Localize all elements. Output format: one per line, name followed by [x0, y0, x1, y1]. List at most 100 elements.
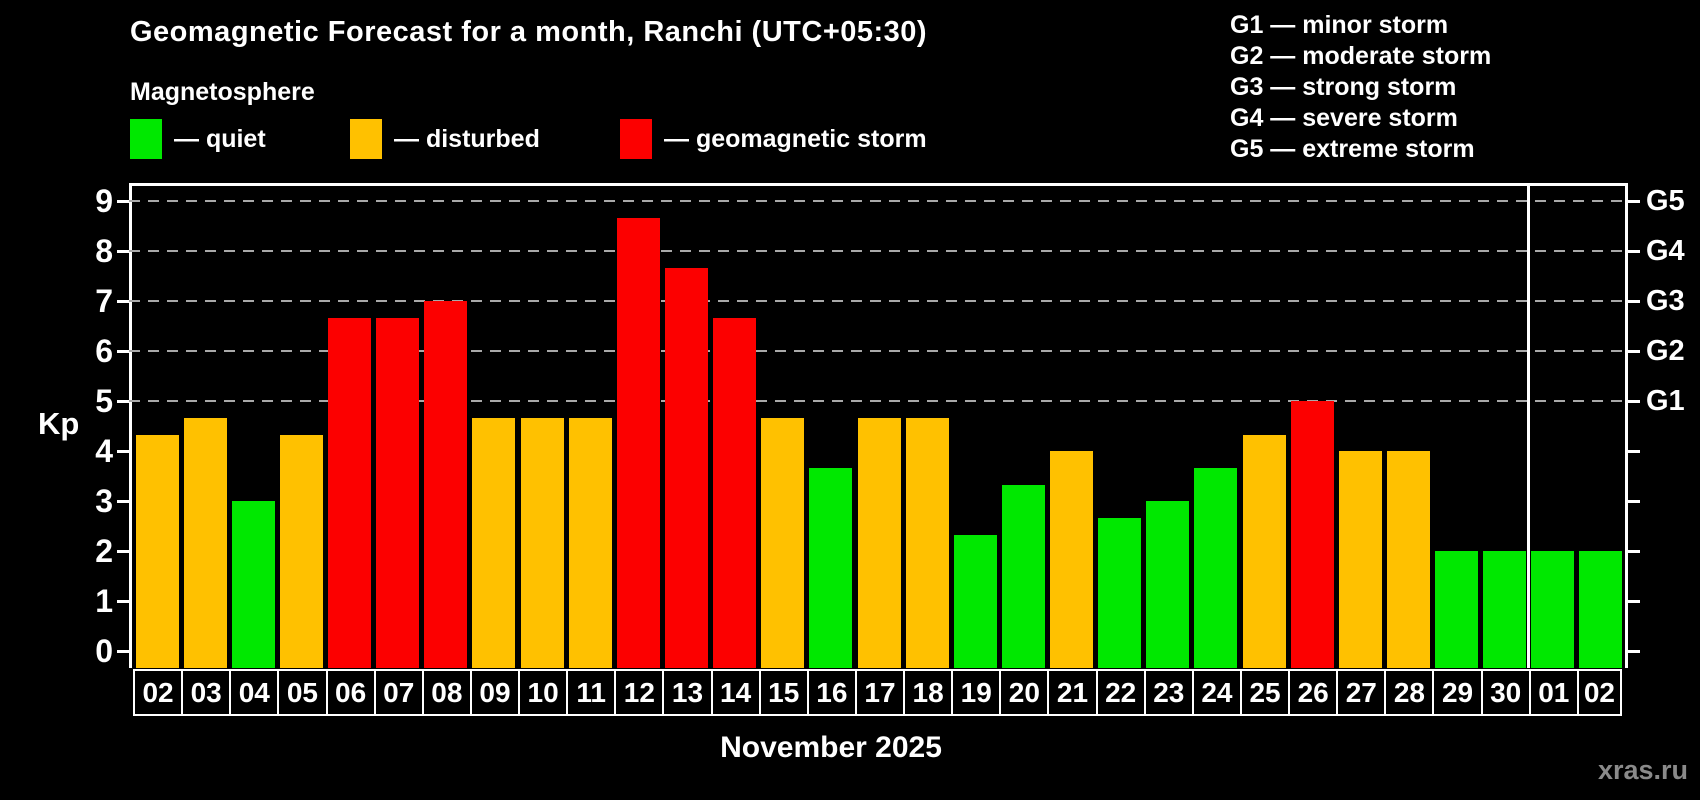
x-tick-label: 18	[903, 669, 954, 716]
x-tick-label: 02	[133, 669, 184, 716]
g3-legend-line: G3 — strong storm	[1230, 73, 1457, 101]
x-tick-label: 13	[662, 669, 713, 716]
legend-item-disturbed: — disturbed	[350, 119, 540, 159]
bar-storm	[424, 301, 468, 668]
x-tick-label: 01	[1528, 669, 1579, 716]
y-tick-left	[117, 300, 129, 303]
bar-quiet	[953, 534, 997, 668]
x-tick-label: 19	[951, 669, 1002, 716]
legend-label-disturbed: — disturbed	[394, 124, 540, 153]
storm-scale-legend: G1 — minor storm G2 — moderate storm G3 …	[1230, 10, 1491, 165]
x-tick-label: 20	[999, 669, 1050, 716]
y-tick-left	[117, 550, 129, 553]
y-tick-label: 0	[95, 633, 113, 669]
bar-storm	[664, 267, 708, 668]
y-tick-right	[1628, 200, 1640, 203]
bar-storm	[713, 317, 757, 668]
g4-legend-line: G4 — severe storm	[1230, 104, 1458, 132]
y-tick-right	[1628, 500, 1640, 503]
bar-quiet	[1146, 501, 1190, 668]
x-tick-label: 05	[277, 669, 328, 716]
month-separator-line	[1527, 183, 1531, 668]
bar-quiet	[1531, 551, 1575, 668]
disturbed-color-swatch	[350, 119, 382, 159]
x-tick-label: 17	[854, 669, 906, 716]
chart-subtitle: Magnetosphere	[130, 78, 315, 106]
gridline-kp8	[129, 250, 1625, 252]
x-tick-label: 04	[229, 669, 280, 716]
bar-disturbed	[761, 417, 805, 668]
x-tick-label: 27	[1336, 669, 1387, 716]
x-tick-label: 16	[806, 669, 857, 716]
bar-disturbed	[857, 417, 901, 668]
y-tick-left	[117, 200, 129, 203]
g5-legend-line: G5 — extreme storm	[1230, 135, 1475, 163]
bar-quiet	[1579, 551, 1623, 668]
right-axis-label-g3: G3	[1646, 285, 1685, 317]
x-tick-label: 15	[758, 669, 809, 716]
g1-legend-line: G1 — minor storm	[1230, 11, 1449, 39]
bar-disturbed	[135, 434, 179, 668]
y-tick-label: 8	[95, 233, 113, 269]
gridline-kp9	[129, 200, 1625, 202]
right-axis-label-g2: G2	[1646, 335, 1685, 367]
x-tick-label: 09	[469, 669, 521, 716]
y-tick-label: 7	[95, 283, 113, 319]
y-tick-left	[117, 400, 129, 403]
y-tick-label: 5	[95, 383, 113, 419]
legend-label-quiet: — quiet	[174, 124, 266, 153]
bar-quiet	[1194, 467, 1238, 668]
y-tick-left	[117, 600, 129, 603]
y-tick-left	[117, 450, 129, 453]
gridline-kp6	[129, 350, 1625, 352]
legend-item-storm: — geomagnetic storm	[620, 119, 927, 159]
bar-storm	[1290, 401, 1334, 668]
gridline-kp5	[129, 400, 1625, 402]
x-tick-label: 29	[1432, 669, 1483, 716]
y-tick-left	[117, 350, 129, 353]
y-axis-title: Kp	[38, 406, 80, 441]
x-tick-label: 06	[325, 669, 376, 716]
x-tick-label: 21	[1047, 669, 1098, 716]
y-tick-right	[1628, 250, 1640, 253]
x-tick-label: 30	[1480, 669, 1531, 716]
y-tick-right	[1628, 550, 1640, 553]
y-tick-right	[1628, 350, 1640, 353]
y-tick-label: 3	[95, 483, 113, 519]
y-tick-label: 4	[95, 433, 113, 469]
x-tick-label: 28	[1384, 669, 1435, 716]
x-tick-label: 26	[1288, 669, 1339, 716]
bar-quiet	[1435, 551, 1479, 668]
bar-disturbed	[520, 417, 564, 668]
x-tick-label: 14	[710, 669, 761, 716]
bar-quiet	[1098, 517, 1142, 668]
bar-storm	[328, 317, 372, 668]
bar-disturbed	[1338, 451, 1382, 668]
y-tick-right	[1628, 650, 1640, 653]
y-tick-label: 2	[95, 533, 113, 569]
watermark: xras.ru	[1597, 755, 1688, 785]
y-tick-left	[117, 250, 129, 253]
x-tick-label: 08	[421, 669, 472, 716]
y-tick-right	[1628, 450, 1640, 453]
page-title: Geomagnetic Forecast for a month, Ranchi…	[130, 16, 928, 48]
y-tick-right	[1628, 600, 1640, 603]
bar-disturbed	[905, 417, 949, 668]
y-tick-left	[117, 650, 129, 653]
gridline-kp7	[129, 300, 1625, 302]
bar-quiet	[1001, 484, 1045, 668]
plot-border-top	[129, 183, 1628, 186]
bar-storm	[616, 217, 660, 668]
y-tick-label: 6	[95, 333, 113, 369]
g2-legend-line: G2 — moderate storm	[1230, 42, 1492, 70]
y-tick-label: 9	[95, 183, 113, 219]
bar-disturbed	[1242, 434, 1286, 668]
x-tick-label: 10	[518, 669, 569, 716]
x-axis-title: November 2025	[720, 731, 942, 764]
y-tick-label: 1	[95, 583, 113, 619]
x-tick-label: 23	[1143, 669, 1194, 716]
legend-item-quiet: — quiet	[130, 119, 266, 159]
right-axis-label-g4: G4	[1646, 235, 1685, 267]
y-tick-right	[1628, 400, 1640, 403]
